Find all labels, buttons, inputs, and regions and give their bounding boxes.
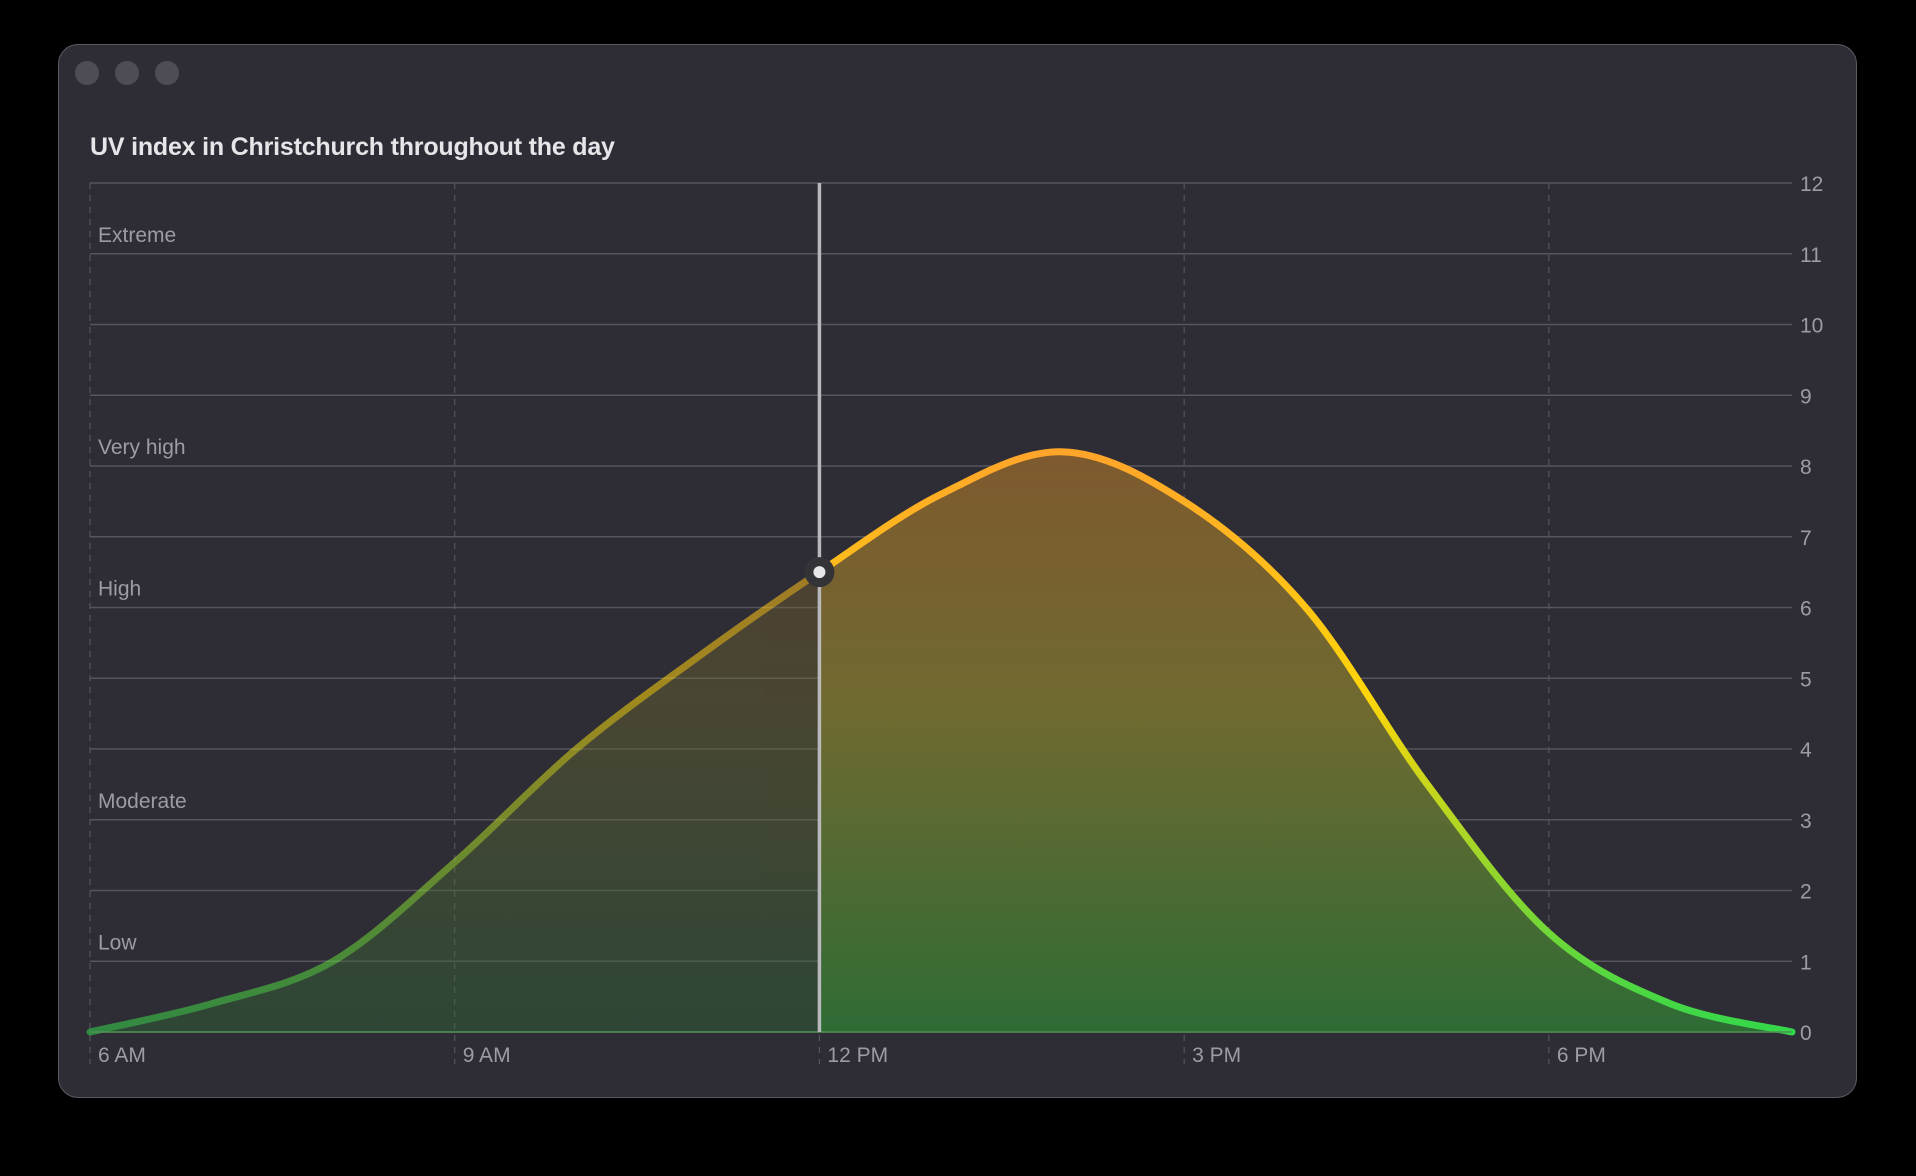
- x-tick-label: 6 PM: [1557, 1044, 1606, 1067]
- y-tick-label: 4: [1800, 739, 1812, 762]
- y-tick-label: 8: [1800, 456, 1812, 479]
- y-tick-label: 12: [1800, 173, 1823, 196]
- y-tick-label: 1: [1800, 951, 1812, 974]
- minimize-button[interactable]: [115, 61, 139, 85]
- zoom-button[interactable]: [155, 61, 179, 85]
- chart-title: UV index in Christchurch throughout the …: [90, 133, 615, 161]
- x-tick-label: 9 AM: [463, 1044, 511, 1067]
- band-label-extreme: Extreme: [98, 224, 176, 247]
- x-tick-label: 12 PM: [827, 1044, 888, 1067]
- band-label-moderate: Moderate: [98, 790, 187, 813]
- y-tick-label: 3: [1800, 810, 1812, 833]
- y-tick-label: 10: [1800, 315, 1823, 338]
- y-tick-label: 5: [1800, 668, 1812, 691]
- future-segment: [819, 448, 1796, 1036]
- band-label-high: High: [98, 578, 141, 601]
- y-tick-label: 9: [1800, 385, 1812, 408]
- y-tick-label: 0: [1800, 1022, 1812, 1045]
- y-tick-label: 11: [1800, 244, 1822, 267]
- band-label-low: Low: [98, 931, 137, 954]
- close-button[interactable]: [75, 61, 99, 85]
- window-controls: [75, 61, 179, 85]
- x-tick-label: 3 PM: [1192, 1044, 1241, 1067]
- band-label-very-high: Very high: [98, 436, 186, 459]
- y-tick-label: 2: [1800, 881, 1812, 904]
- x-tick-label: 6 AM: [98, 1044, 146, 1067]
- y-tick-label: 6: [1800, 598, 1812, 621]
- past-segment: [86, 567, 820, 1036]
- y-tick-label: 7: [1800, 527, 1812, 550]
- selection-point[interactable]: [813, 566, 826, 579]
